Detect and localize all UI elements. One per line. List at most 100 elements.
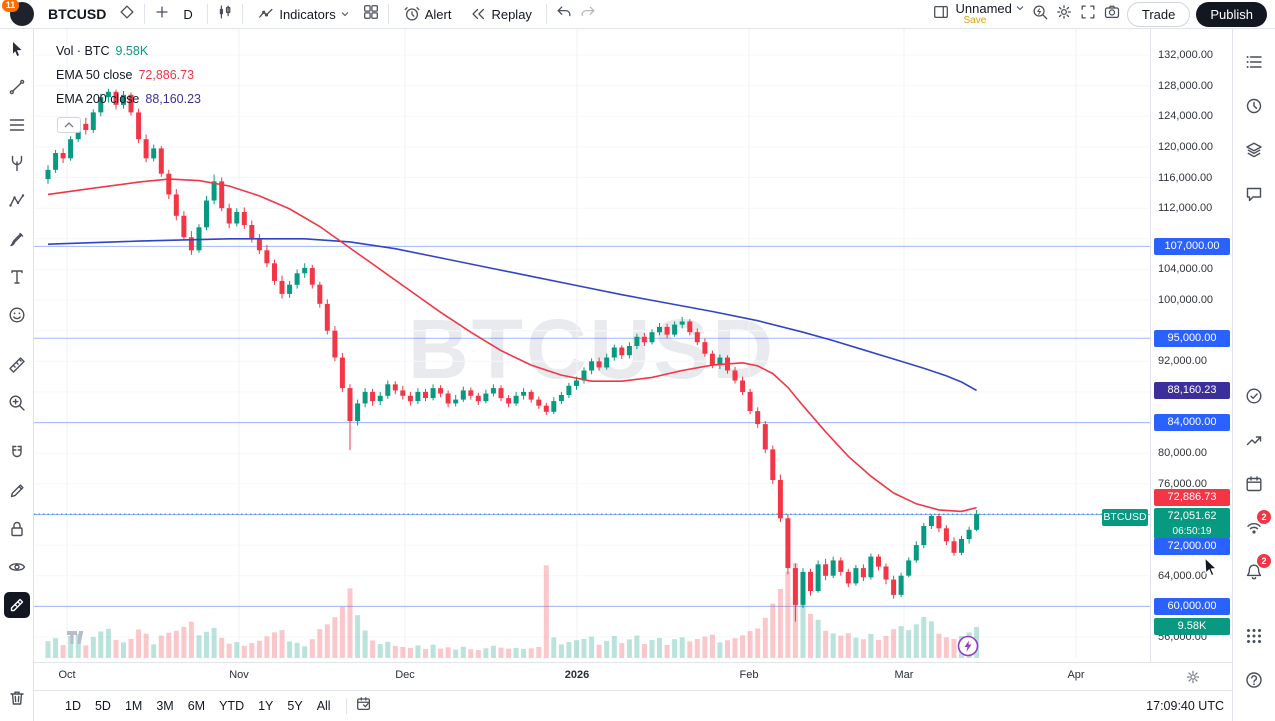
emoji-tool[interactable] — [4, 302, 30, 328]
range-button-6m[interactable]: 6M — [181, 696, 212, 716]
legend-ema200-row[interactable]: EMA 200 close 88,160.23 — [56, 91, 201, 107]
price-label-chip: 88,160.23 — [1154, 382, 1230, 399]
separator — [387, 4, 389, 24]
price-tick: 100,000.00 — [1158, 294, 1214, 306]
measure-tool[interactable] — [4, 352, 30, 378]
indicators-button[interactable]: Indicators — [251, 2, 355, 26]
replay-button[interactable]: Replay — [463, 2, 537, 26]
range-button-1d[interactable]: 1D — [58, 696, 88, 716]
save-link[interactable]: Save — [963, 15, 987, 26]
layout-panel-icon[interactable] — [932, 3, 950, 26]
time-axis[interactable]: Oct Nov Dec 2026 Feb Mar Apr — [34, 662, 1232, 690]
time-axis-label: Feb — [739, 669, 759, 681]
sync-tool[interactable] — [3, 592, 30, 618]
chevron-down-icon — [1015, 2, 1025, 15]
price-label-chip: 72,000.00 — [1154, 538, 1230, 555]
interval-button[interactable]: D — [177, 4, 199, 25]
ema200-value: 88,160.23 — [145, 92, 201, 106]
quick-search-icon[interactable] — [1031, 3, 1049, 26]
chart-style-icon[interactable] — [216, 3, 234, 26]
legend-ema50-row[interactable]: EMA 50 close 72,886.73 — [56, 67, 201, 83]
text-tool[interactable] — [4, 264, 30, 290]
help-icon[interactable] — [1239, 665, 1269, 695]
alert-label: Alert — [424, 6, 452, 22]
price-tick: 64,000.00 — [1158, 570, 1207, 582]
time-axis-label: Oct — [58, 669, 76, 681]
price-tick: 116,000.00 — [1158, 172, 1213, 184]
legend-volume-row[interactable]: Vol · BTC 9.58K — [56, 43, 201, 59]
indicators-icon — [257, 5, 275, 23]
magnet-tool[interactable] — [4, 440, 30, 466]
compare-add-icon[interactable] — [153, 3, 171, 26]
screener-icon[interactable] — [1239, 381, 1269, 411]
price-axis[interactable]: 132,000.00 128,000.00 124,000.00 120,000.00… — [1150, 29, 1232, 662]
price-label-chip: 9.58K — [1154, 618, 1230, 635]
range-button-ytd[interactable]: YTD — [212, 696, 251, 716]
user-avatar[interactable]: 11 — [2, 0, 36, 27]
time-axis-label: Apr — [1067, 669, 1085, 681]
undo-icon[interactable] — [555, 3, 573, 26]
fib-retracement-tool[interactable] — [4, 112, 30, 138]
apps-grid-icon[interactable] — [1239, 621, 1269, 651]
zoom-tool[interactable] — [4, 390, 30, 416]
redo-icon[interactable] — [579, 3, 597, 26]
layout-grid-icon[interactable] — [362, 3, 380, 26]
lock-tool[interactable] — [4, 516, 30, 542]
sidebar-count-badge: 2 — [1257, 510, 1271, 524]
alert-button[interactable]: Alert — [397, 2, 458, 26]
broadcast-icon[interactable]: 2 — [1239, 510, 1271, 543]
price-label-chip: 60,000.00 — [1154, 598, 1230, 615]
watchlist-icon[interactable] — [1239, 47, 1269, 77]
layout-menu[interactable]: Unnamed Save — [956, 2, 1025, 26]
drawing-toolbar — [0, 29, 34, 721]
chart-legend: Vol · BTC 9.58K EMA 50 close 72,886.73 E… — [56, 43, 201, 115]
layers-icon[interactable] — [1239, 135, 1269, 165]
eye-tool[interactable] — [4, 554, 30, 580]
range-button-1m[interactable]: 1M — [118, 696, 149, 716]
axis-settings-gear-icon[interactable] — [1184, 668, 1202, 691]
clock-utc[interactable]: 17:09:40 UTC — [1146, 699, 1224, 713]
fullscreen-icon[interactable] — [1079, 3, 1097, 26]
price-label-chip: 72,886.73 — [1154, 489, 1230, 506]
settings-gear-icon[interactable] — [1055, 3, 1073, 26]
pitchfork-tool[interactable] — [4, 150, 30, 176]
notifications-bell-icon[interactable]: 2 — [1239, 554, 1271, 587]
pattern-tool[interactable] — [4, 188, 30, 214]
price-tick: 120,000.00 — [1158, 141, 1214, 153]
symbol-button[interactable]: BTCUSD — [42, 3, 112, 25]
event-marker-icon[interactable] — [957, 635, 979, 657]
trash-tool[interactable] — [4, 685, 30, 711]
go-to-date-icon[interactable] — [355, 695, 373, 718]
ema50-label: EMA 50 close — [56, 68, 133, 82]
trade-button[interactable]: Trade — [1126, 1, 1191, 27]
range-button-3m[interactable]: 3M — [149, 696, 180, 716]
time-axis-label: 2026 — [564, 669, 590, 681]
trending-icon[interactable] — [1239, 425, 1269, 455]
range-button-5d[interactable]: 5D — [88, 696, 118, 716]
alerts-clock-icon[interactable] — [1239, 91, 1269, 121]
chart-area[interactable]: BTCUSD 132,000.00 128,000.00 124,000.00 120… — [34, 29, 1232, 662]
range-button-5y[interactable]: 5Y — [280, 696, 309, 716]
separator — [144, 4, 146, 24]
range-button-1y[interactable]: 1Y — [251, 696, 280, 716]
publish-button[interactable]: Publish — [1196, 1, 1267, 27]
chat-icon[interactable] — [1239, 179, 1269, 209]
calendar-icon[interactable] — [1239, 469, 1269, 499]
trend-line-tool[interactable] — [4, 74, 30, 100]
volume-value: 9.58K — [115, 44, 149, 58]
candlestick-chart[interactable] — [34, 29, 1232, 662]
range-button-all[interactable]: All — [310, 696, 338, 716]
cursor-tool[interactable] — [4, 36, 30, 62]
layout-name: Unnamed — [955, 1, 1012, 16]
price-label-chip: 84,000.00 — [1154, 414, 1230, 431]
notification-count-badge: 11 — [2, 0, 19, 12]
price-tick: 132,000.00 — [1158, 49, 1214, 61]
separator — [242, 4, 244, 24]
pencil-tool[interactable] — [4, 478, 30, 504]
brush-tool[interactable] — [4, 226, 30, 252]
tradingview-logo[interactable] — [66, 630, 90, 650]
legend-collapse-button[interactable] — [57, 117, 81, 133]
time-axis-label: Dec — [395, 669, 415, 681]
snapshot-camera-icon[interactable] — [1103, 3, 1121, 26]
watchlist-flag-icon[interactable] — [118, 3, 136, 26]
